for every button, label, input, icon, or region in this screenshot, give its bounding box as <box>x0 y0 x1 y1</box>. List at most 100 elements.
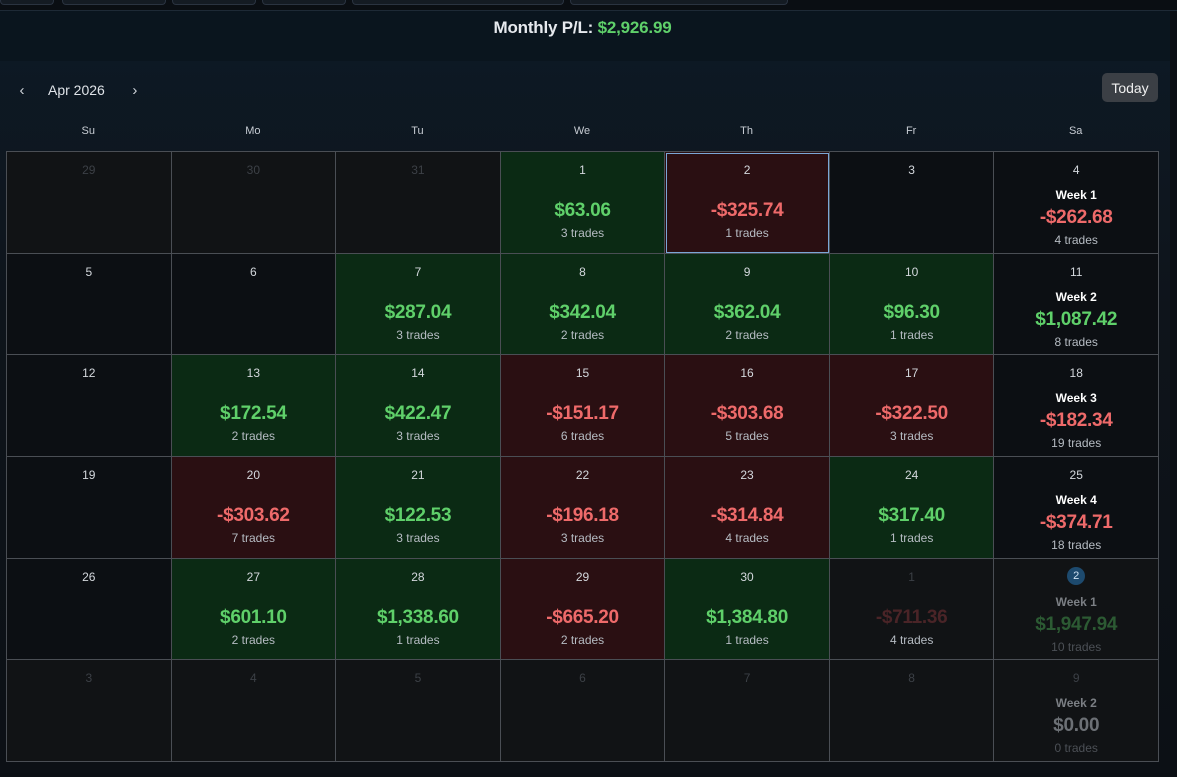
top-tab[interactable] <box>570 0 788 5</box>
day-cell[interactable]: 14 $422.47 3 trades <box>336 355 501 457</box>
day-cell[interactable]: 3 <box>829 152 995 254</box>
day-cell[interactable]: 30 <box>171 152 337 254</box>
day-cell[interactable]: 5 <box>336 660 501 762</box>
day-cell[interactable]: 28 $1,338.60 1 trades <box>336 558 501 661</box>
week-summary-cell[interactable]: 18 Week 3 -$182.34 19 trades <box>994 355 1159 457</box>
day-cell[interactable]: 4 <box>171 660 337 762</box>
day-cell[interactable]: 22 -$196.18 3 trades <box>500 456 666 559</box>
day-cell[interactable]: 6 <box>500 660 666 762</box>
week-summary-cell[interactable]: 9 Week 2 $0.00 0 trades <box>994 660 1159 762</box>
day-number: 2 <box>743 163 751 177</box>
day-cell[interactable]: 5 <box>7 253 172 356</box>
day-cell[interactable]: 26 <box>7 558 172 661</box>
day-cell[interactable]: 6 <box>171 253 337 356</box>
day-number: 28 <box>411 569 425 584</box>
day-trade-count: 7 trades <box>231 530 276 545</box>
day-cell[interactable]: 13 $172.54 2 trades <box>171 355 337 457</box>
day-trade-count: 3 trades <box>396 530 440 545</box>
day-number: 16 <box>740 366 754 381</box>
weekday-label: We <box>573 125 591 137</box>
day-cell[interactable]: 1 $63.06 3 trades <box>500 152 666 254</box>
day-cell[interactable]: 24 $317.40 1 trades <box>829 456 995 559</box>
day-number: 29 <box>575 569 590 584</box>
week-pl-amount: $0.00 <box>1053 715 1100 737</box>
day-trade-count: 4 trades <box>725 530 769 545</box>
week-summary-cell[interactable]: 2 Week 1 $1,947.94 10 trades <box>994 558 1159 661</box>
top-tab[interactable] <box>0 0 54 5</box>
day-cell[interactable]: 30 $1,384.80 1 trades <box>665 558 830 661</box>
week-pl-amount: -$374.71 <box>1039 511 1113 533</box>
day-trade-count: 3 trades <box>560 226 605 240</box>
day-pl-amount: $317.40 <box>878 504 945 526</box>
day-number: 13 <box>246 366 261 381</box>
day-cell[interactable]: 19 <box>7 456 172 559</box>
day-cell[interactable]: 2 -$325.74 1 trades <box>665 152 830 254</box>
weekday-label: Mo <box>245 125 261 137</box>
week-trade-count: 18 trades <box>1051 537 1102 552</box>
day-pl-amount: -$151.17 <box>546 403 619 425</box>
week-label: Week 2 <box>1055 289 1097 304</box>
day-pl-amount: $287.04 <box>384 301 452 323</box>
week-label: Week 3 <box>1055 391 1097 406</box>
day-cell[interactable]: 3 <box>7 660 172 762</box>
day-trade-count: 1 trades <box>396 632 440 647</box>
day-cell[interactable]: 9 $362.04 2 trades <box>665 253 830 356</box>
day-pl-amount: $422.47 <box>384 403 452 425</box>
day-trade-count: 1 trades <box>725 632 769 647</box>
day-trade-count: 1 trades <box>889 530 934 545</box>
day-trade-count: 3 trades <box>396 327 440 342</box>
day-cell[interactable]: 29 <box>7 152 172 254</box>
monthly-pl: Monthly P/L: $2,926.99 <box>0 18 1165 38</box>
day-trade-count: 3 trades <box>560 530 605 545</box>
day-cell[interactable]: 29 -$665.20 2 trades <box>500 558 666 661</box>
day-number: 24 <box>904 467 919 482</box>
day-pl-amount: -$325.74 <box>710 200 784 221</box>
day-cell[interactable]: 27 $601.10 2 trades <box>171 558 337 661</box>
day-number: 29 <box>82 163 96 177</box>
week-summary-cell[interactable]: 25 Week 4 -$374.71 18 trades <box>994 456 1159 559</box>
day-number: 12 <box>82 366 96 381</box>
day-number: 31 <box>411 163 425 177</box>
day-trade-count: 2 trades <box>231 429 276 444</box>
day-cell[interactable]: 17 -$322.50 3 trades <box>829 355 995 457</box>
top-tab[interactable] <box>62 0 166 5</box>
weekday-label: Tu <box>411 125 424 137</box>
day-trade-count: 1 trades <box>889 327 934 342</box>
chevron-left-icon[interactable]: ‹ <box>19 81 25 99</box>
day-cell[interactable]: 7 <box>665 660 830 762</box>
day-number: 14 <box>411 366 425 381</box>
week-summary-cell[interactable]: 11 Week 2 $1,087.42 8 trades <box>994 253 1159 356</box>
month-navigator: ‹ Apr 2026 › <box>14 80 143 100</box>
day-cell[interactable]: 12 <box>7 355 172 457</box>
top-tab-bar <box>0 0 1177 11</box>
day-trade-count: 2 trades <box>560 327 605 342</box>
top-tab[interactable] <box>172 0 256 5</box>
day-cell[interactable]: 23 -$314.84 4 trades <box>665 456 830 559</box>
chevron-right-icon[interactable]: › <box>132 81 138 99</box>
day-cell[interactable]: 8 <box>829 660 995 762</box>
day-cell[interactable]: 16 -$303.68 5 trades <box>665 355 830 457</box>
day-trade-count: 3 trades <box>889 429 934 444</box>
day-cell[interactable]: 21 $122.53 3 trades <box>336 456 501 559</box>
top-tab[interactable] <box>262 0 346 5</box>
day-number: 27 <box>246 569 261 584</box>
day-number: 8 <box>908 671 915 686</box>
day-number: 11 <box>1069 264 1083 279</box>
top-tab[interactable] <box>352 0 564 5</box>
day-cell[interactable]: 31 <box>336 152 501 254</box>
day-cell[interactable]: 1 -$711.36 4 trades <box>829 558 995 661</box>
day-pl-amount: -$303.62 <box>217 504 290 526</box>
day-cell[interactable]: 15 -$151.17 6 trades <box>500 355 666 457</box>
day-number: 4 <box>1072 163 1080 177</box>
day-cell[interactable]: 7 $287.04 3 trades <box>336 253 501 356</box>
day-number: 7 <box>743 671 751 686</box>
summary-band <box>0 11 1170 61</box>
day-number: 8 <box>579 264 586 279</box>
week-trade-count: 19 trades <box>1051 436 1102 451</box>
day-cell[interactable]: 20 -$303.62 7 trades <box>171 456 337 559</box>
today-button[interactable]: Today <box>1102 73 1158 102</box>
day-number: 1 <box>908 569 915 584</box>
day-cell[interactable]: 8 $342.04 2 trades <box>500 253 666 356</box>
week-summary-cell[interactable]: 4 Week 1 -$262.68 4 trades <box>994 152 1159 254</box>
day-cell[interactable]: 10 $96.30 1 trades <box>829 253 995 356</box>
